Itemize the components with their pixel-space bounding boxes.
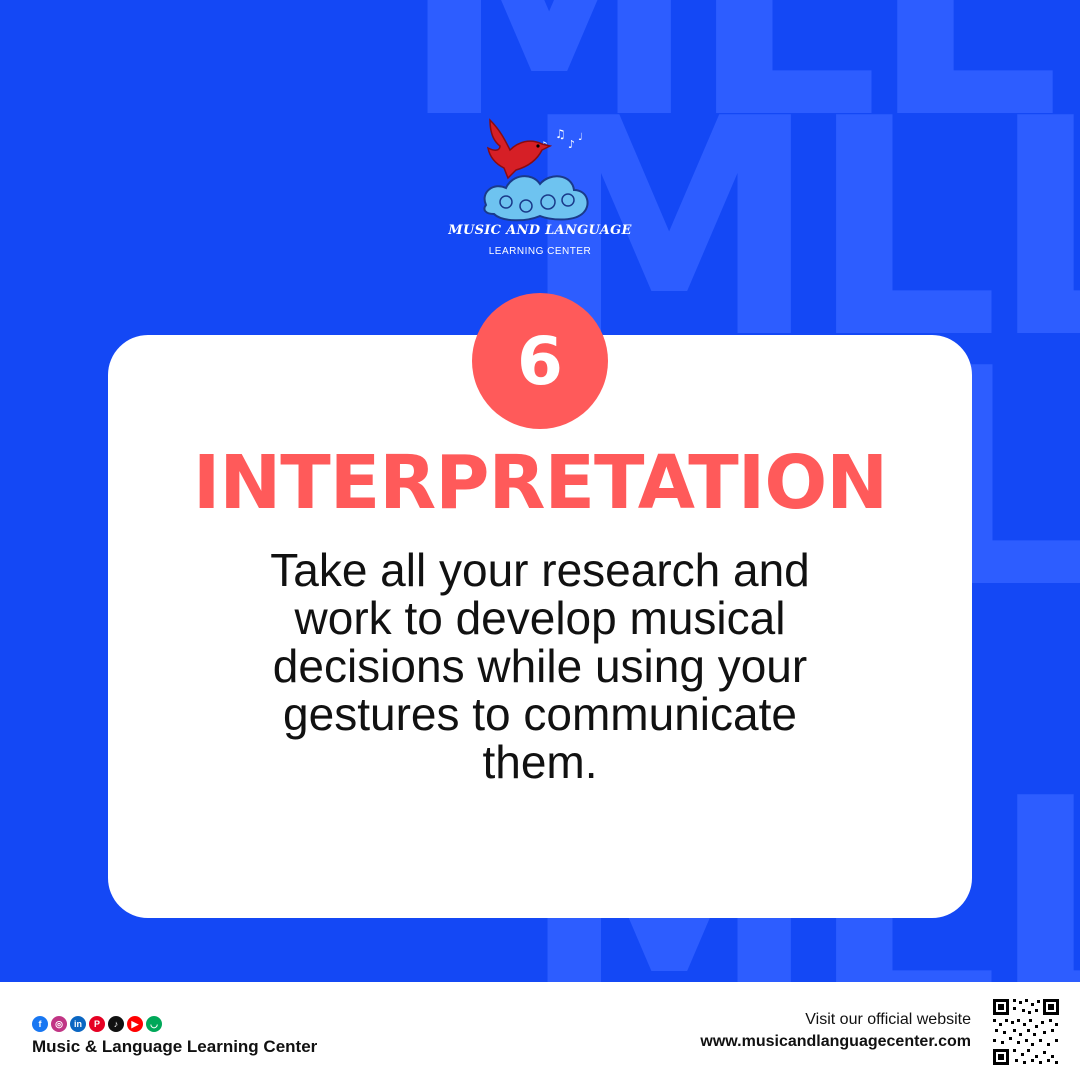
facebook-icon[interactable]: f	[32, 1016, 48, 1032]
website-link[interactable]: www.musicandlanguagecenter.com	[700, 1033, 971, 1050]
footer-bar	[0, 982, 1080, 1080]
logo-title: MUSIC AND LANGUAGE	[448, 223, 632, 238]
watermark-row: MLL	[400, 0, 1061, 184]
pinterest-icon[interactable]: P	[89, 1016, 105, 1032]
svg-text:♫: ♫	[555, 127, 566, 141]
linkedin-icon[interactable]: in	[70, 1016, 86, 1032]
qr-code	[991, 997, 1061, 1067]
youtube-icon[interactable]: ▶	[127, 1016, 143, 1032]
shopping-bag-icon[interactable]: ◡	[146, 1016, 162, 1032]
logo-subtitle: LEARNING CENTER	[488, 246, 592, 257]
card-body-text: Take all your research and work to devel…	[270, 544, 810, 788]
content-card	[108, 335, 972, 918]
social-icons: f ◎ in P ♪ ▶ ◡	[32, 1016, 162, 1032]
visit-website-text: Visit our official website	[805, 1011, 971, 1028]
tiktok-icon[interactable]: ♪	[108, 1016, 124, 1032]
organization-name: Music & Language Learning Center	[32, 1037, 318, 1056]
card-heading: INTERPRETATION	[192, 440, 888, 526]
instagram-icon[interactable]: ◎	[51, 1016, 67, 1032]
watermark-row: MLL	[520, 55, 1080, 404]
svg-text:♪: ♪	[568, 138, 575, 151]
step-number-badge: 6	[472, 293, 608, 429]
bird-cloud-logo: ♪ ♫ ♪ ♩	[483, 118, 589, 222]
svg-text:♩: ♩	[578, 132, 583, 143]
